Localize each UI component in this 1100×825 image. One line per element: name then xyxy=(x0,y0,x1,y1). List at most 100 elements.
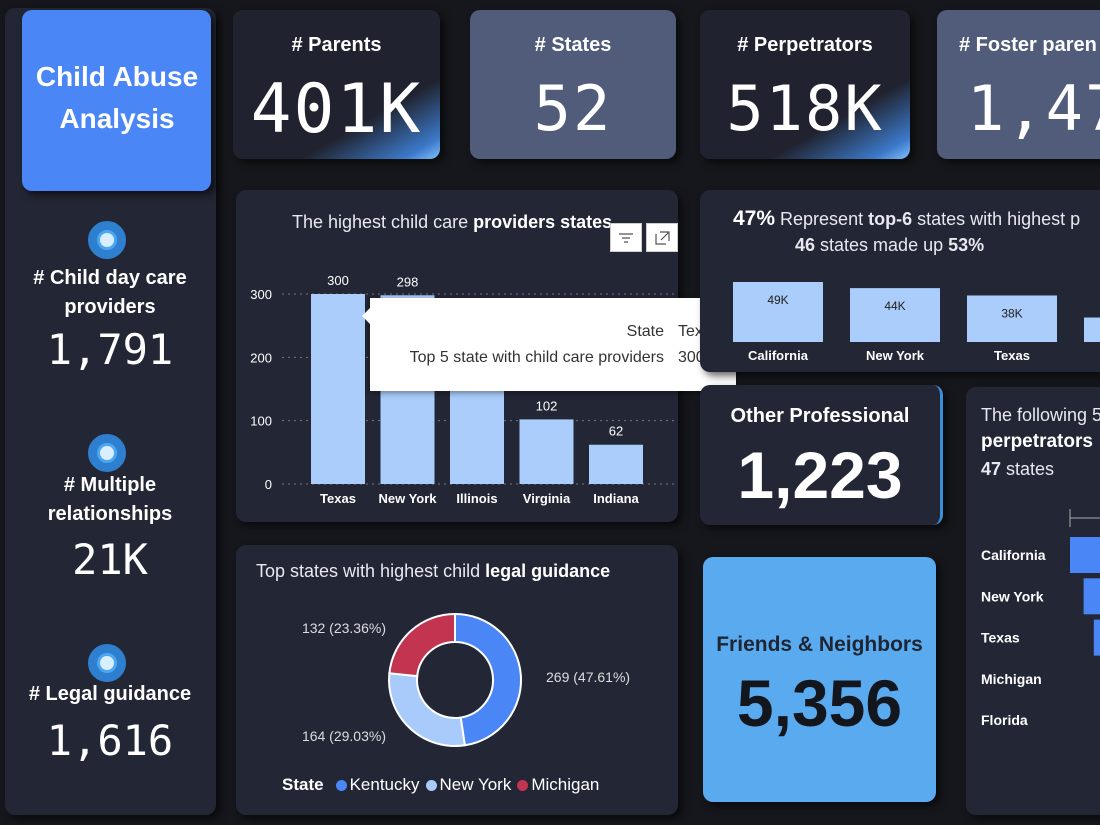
bar xyxy=(850,288,940,342)
legal-chart-title: Top states with highest child legal guid… xyxy=(256,561,610,582)
legend-label: Michigan xyxy=(531,775,600,794)
data-label: 298 xyxy=(397,274,419,289)
kpi-label: # Parents xyxy=(291,34,382,56)
bar xyxy=(1083,578,1100,615)
perp-text: The following 5 xyxy=(981,405,1100,425)
legend-label: New York xyxy=(439,775,512,794)
data-label: 164 (29.03%) xyxy=(302,728,386,744)
tooltip-key: Top 5 state with child care providers xyxy=(409,349,664,366)
title-bold: states xyxy=(555,212,613,232)
legal-chart-card: Top states with highest child legal guid… xyxy=(236,545,678,815)
tooltip-pointer xyxy=(362,308,370,324)
text-bold: 47 xyxy=(981,459,1002,479)
y-tick-label: New York xyxy=(981,588,1044,604)
kpi-states: # States 52 xyxy=(470,10,676,159)
x-tick-label: New York xyxy=(378,491,437,506)
text: states with highest p xyxy=(912,209,1081,229)
legal-donut-chart: 269 (47.61%) 164 (29.03%) 132 (23.36%) xyxy=(302,612,630,747)
text: states made up xyxy=(815,235,949,255)
x-tick-label: Indiana xyxy=(593,491,639,506)
title-bold: providers xyxy=(473,212,556,232)
kpi-label: # Perpetrators xyxy=(737,34,873,56)
kpi-value: 1,474 xyxy=(967,72,1100,145)
legend-item[interactable]: New York xyxy=(425,775,512,795)
tooltip-value: 300 xyxy=(678,349,705,366)
kpi-label: # States xyxy=(534,34,612,56)
x-tick-label: California xyxy=(748,348,809,363)
legend-label: Kentucky xyxy=(349,775,420,794)
y-tick-label: Florida xyxy=(981,712,1028,728)
x-tick-label: Virginia xyxy=(523,491,571,506)
other-professional-value: 1,223 xyxy=(737,438,903,512)
sidebar-value-legal: 1,616 xyxy=(46,716,174,765)
data-label: 132 (23.36%) xyxy=(302,620,386,636)
top6-line2: 46 states made up 53% xyxy=(795,235,984,256)
kpi-parents: # Parents 401K xyxy=(233,10,440,159)
kpi-value: 52 xyxy=(533,72,613,145)
top6-bar-chart: 49K California 44K New York 38K Texas xyxy=(733,282,1100,363)
kpi-value: 518K xyxy=(726,72,884,145)
title-text: The highest child care xyxy=(292,212,474,232)
kpi-value: 401K xyxy=(250,70,423,149)
kpi-perpetrators: # Perpetrators 518K xyxy=(700,10,910,159)
legend-title: State xyxy=(282,775,324,794)
perpetrators-card: The following 5 perpetrators 47 states C… xyxy=(966,387,1100,815)
legend-item[interactable]: Michigan xyxy=(517,775,599,795)
legend-item[interactable]: Kentucky xyxy=(335,775,420,795)
data-label: 102 xyxy=(536,398,558,413)
x-tick-label: Texas xyxy=(320,491,356,506)
friends-label: Friends & Neighbors xyxy=(716,633,923,656)
data-label: 38K xyxy=(1001,306,1022,320)
tooltip-key: State xyxy=(626,323,664,340)
legend-dot-icon xyxy=(517,779,529,791)
slice-michigan xyxy=(388,612,456,678)
text-bold: top-6 xyxy=(868,209,913,229)
kpi-label: # Foster paren xyxy=(959,34,1097,56)
top6-card: 47% Represent top-6 states with highest … xyxy=(700,190,1100,372)
bar xyxy=(1093,619,1100,656)
page-title: Child Abuse Analysis xyxy=(35,61,199,134)
friends-card: Friends & Neighbors 5,356 xyxy=(703,557,936,802)
bar xyxy=(1070,537,1100,573)
bar xyxy=(1084,317,1100,342)
bar-indiana xyxy=(589,444,643,484)
x-tick-label: New York xyxy=(866,348,925,363)
filter-icon[interactable] xyxy=(610,223,642,252)
y-tick-label: 300 xyxy=(250,287,272,302)
sidebar-value-relationships: 21K xyxy=(72,535,148,584)
sidebar-label-relationships: # Multiple relationships xyxy=(47,474,173,525)
y-tick-label: 100 xyxy=(250,414,272,429)
slice-new-york xyxy=(388,672,467,747)
providers-chart-title: The highest child care providers states xyxy=(292,212,612,233)
data-label: 62 xyxy=(609,424,623,439)
bar xyxy=(733,282,823,342)
y-tick-label: California xyxy=(981,547,1046,563)
data-label: 44K xyxy=(884,299,905,313)
text: Represent xyxy=(775,209,869,229)
x-tick-label: Illinois xyxy=(456,491,497,506)
bar-virginia xyxy=(519,419,574,484)
sidebar-dot-icon xyxy=(88,434,126,472)
tooltip: State Texas Top 5 state with child care … xyxy=(362,298,736,391)
perp-text-bold: perpetrators xyxy=(981,431,1093,452)
bar xyxy=(967,295,1057,342)
title-text: Top states with highest child xyxy=(256,561,486,581)
bar-texas xyxy=(311,294,365,484)
perp-text: 47 states xyxy=(981,459,1054,480)
data-label: 300 xyxy=(327,273,349,288)
sidebar-dot-icon xyxy=(88,221,126,259)
top6-pct: 47% xyxy=(733,207,776,230)
friends-value: 5,356 xyxy=(736,666,903,740)
legend: State Kentucky New York Michigan xyxy=(282,775,599,795)
y-tick-label: 200 xyxy=(250,350,272,365)
focus-mode-icon[interactable] xyxy=(646,223,678,252)
text-bold: 46 xyxy=(795,235,816,255)
other-professional-card: Other Professional 1,223 xyxy=(700,385,943,525)
data-label: 49K xyxy=(767,293,788,307)
slice-kentucky xyxy=(454,612,522,747)
x-tick-label: Texas xyxy=(994,348,1030,363)
top6-line1: 47% Represent top-6 states with highest … xyxy=(733,207,1080,231)
legend-dot-icon xyxy=(425,779,437,791)
data-label: 269 (47.61%) xyxy=(546,669,630,685)
text-bold: 53% xyxy=(948,235,985,255)
